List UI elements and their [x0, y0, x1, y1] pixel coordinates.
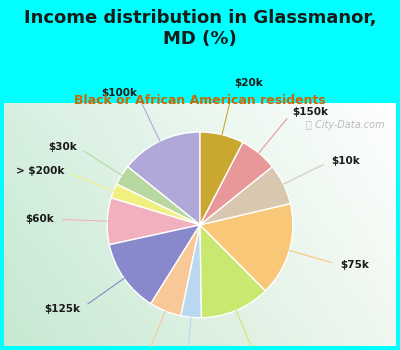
Wedge shape: [128, 132, 200, 225]
Wedge shape: [200, 142, 272, 225]
Wedge shape: [200, 132, 243, 225]
Text: $150k: $150k: [292, 107, 328, 117]
Wedge shape: [111, 184, 200, 225]
Text: ⓘ City-Data.com: ⓘ City-Data.com: [306, 120, 384, 130]
Wedge shape: [200, 204, 293, 291]
Text: $60k: $60k: [26, 214, 54, 224]
Wedge shape: [116, 167, 200, 225]
Text: $125k: $125k: [45, 304, 81, 314]
Text: Black or African American residents: Black or African American residents: [74, 94, 326, 107]
Wedge shape: [109, 225, 200, 304]
Text: $20k: $20k: [234, 78, 263, 88]
Text: $30k: $30k: [48, 142, 77, 152]
Text: > $200k: > $200k: [16, 167, 64, 176]
Text: $100k: $100k: [101, 88, 137, 98]
Wedge shape: [181, 225, 202, 318]
Wedge shape: [107, 198, 200, 245]
Text: Income distribution in Glassmanor,
MD (%): Income distribution in Glassmanor, MD (%…: [24, 9, 376, 48]
Text: $75k: $75k: [340, 260, 369, 270]
Wedge shape: [200, 225, 266, 318]
Text: $10k: $10k: [331, 156, 360, 166]
Wedge shape: [200, 167, 290, 225]
Wedge shape: [151, 225, 200, 316]
